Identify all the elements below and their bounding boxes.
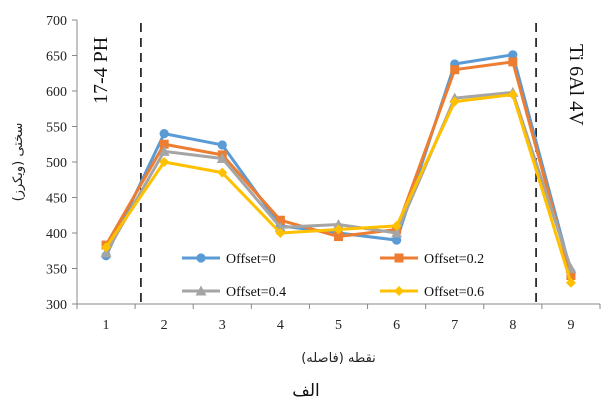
y-tick-label: 350 bbox=[46, 263, 67, 278]
x-tick-label: 2 bbox=[161, 318, 168, 333]
legend-label: Offset=0.2 bbox=[424, 252, 484, 267]
data-point bbox=[158, 145, 170, 156]
data-point bbox=[217, 140, 227, 150]
y-tick-label: 700 bbox=[46, 14, 67, 29]
series-2 bbox=[101, 57, 576, 281]
y-tick-label: 600 bbox=[46, 85, 67, 100]
data-point bbox=[566, 271, 576, 281]
legend: Offset=0 Offset=0.2 Offset=0.4 Offset=0.6 bbox=[182, 252, 484, 300]
data-point bbox=[159, 129, 169, 139]
x-tick-label: 6 bbox=[393, 318, 400, 333]
y-tick-label: 450 bbox=[46, 192, 67, 207]
legend-marker bbox=[394, 253, 404, 263]
series-line bbox=[104, 93, 573, 284]
legend-entry: Offset=0.6 bbox=[380, 285, 484, 300]
data-point bbox=[392, 235, 402, 245]
y-axis: 300 350 400 450 500 550 600 650 700 bbox=[46, 14, 78, 313]
y-tick-label: 550 bbox=[46, 121, 67, 136]
series-line bbox=[104, 90, 573, 269]
data-point bbox=[217, 167, 228, 178]
figure-caption: الف bbox=[292, 381, 320, 401]
y-tick-label: 500 bbox=[46, 156, 67, 171]
x-axis: 1 2 3 4 5 6 7 8 9 bbox=[76, 303, 601, 333]
legend-marker bbox=[195, 285, 207, 296]
data-point bbox=[216, 152, 228, 163]
data-point bbox=[565, 277, 576, 288]
series-4 bbox=[101, 89, 576, 288]
y-tick-label: 300 bbox=[46, 298, 67, 313]
data-point bbox=[508, 50, 518, 60]
legend-label: Offset=0.4 bbox=[226, 285, 286, 300]
series-3 bbox=[100, 86, 577, 273]
data-point bbox=[159, 139, 169, 149]
legend-marker bbox=[394, 286, 404, 296]
legend-entry: Offset=0.2 bbox=[380, 252, 484, 267]
legend-label: Offset=0 bbox=[226, 252, 276, 267]
data-point bbox=[391, 220, 402, 231]
data-point bbox=[450, 65, 460, 75]
x-tick-label: 3 bbox=[219, 318, 226, 333]
data-point bbox=[100, 247, 112, 258]
data-point bbox=[101, 242, 112, 253]
data-point bbox=[333, 224, 344, 235]
series-layer bbox=[100, 50, 577, 288]
x-tick-label: 4 bbox=[277, 318, 284, 333]
data-point bbox=[391, 227, 403, 238]
legend-label: Offset=0.6 bbox=[424, 285, 484, 300]
data-point bbox=[334, 232, 343, 242]
data-point bbox=[275, 215, 285, 225]
annotation-ti-6al-4v: Ti 6Al 4V bbox=[565, 44, 587, 126]
data-point bbox=[333, 218, 344, 229]
x-tick-label: 8 bbox=[509, 318, 516, 333]
data-point bbox=[508, 57, 518, 67]
data-point bbox=[507, 89, 518, 100]
data-point bbox=[275, 228, 286, 238]
legend-marker bbox=[196, 253, 206, 263]
y-axis-label: سختی (ویکرز) bbox=[11, 123, 26, 202]
x-tick-label: 5 bbox=[335, 318, 342, 333]
annotation-17-4-ph: 17-4 PH bbox=[90, 37, 112, 104]
x-axis-label: نقطه (فاصله) bbox=[301, 351, 376, 366]
data-point bbox=[159, 157, 170, 167]
y-tick-label: 400 bbox=[46, 227, 67, 242]
x-tick-label: 7 bbox=[451, 318, 458, 333]
x-tick-label: 9 bbox=[567, 318, 574, 333]
legend-entry: Offset=0.4 bbox=[182, 285, 286, 300]
legend-entry: Offset=0 bbox=[182, 252, 276, 267]
y-tick-label: 650 bbox=[46, 50, 67, 65]
x-tick-label: 1 bbox=[103, 318, 110, 333]
data-point bbox=[449, 96, 460, 107]
